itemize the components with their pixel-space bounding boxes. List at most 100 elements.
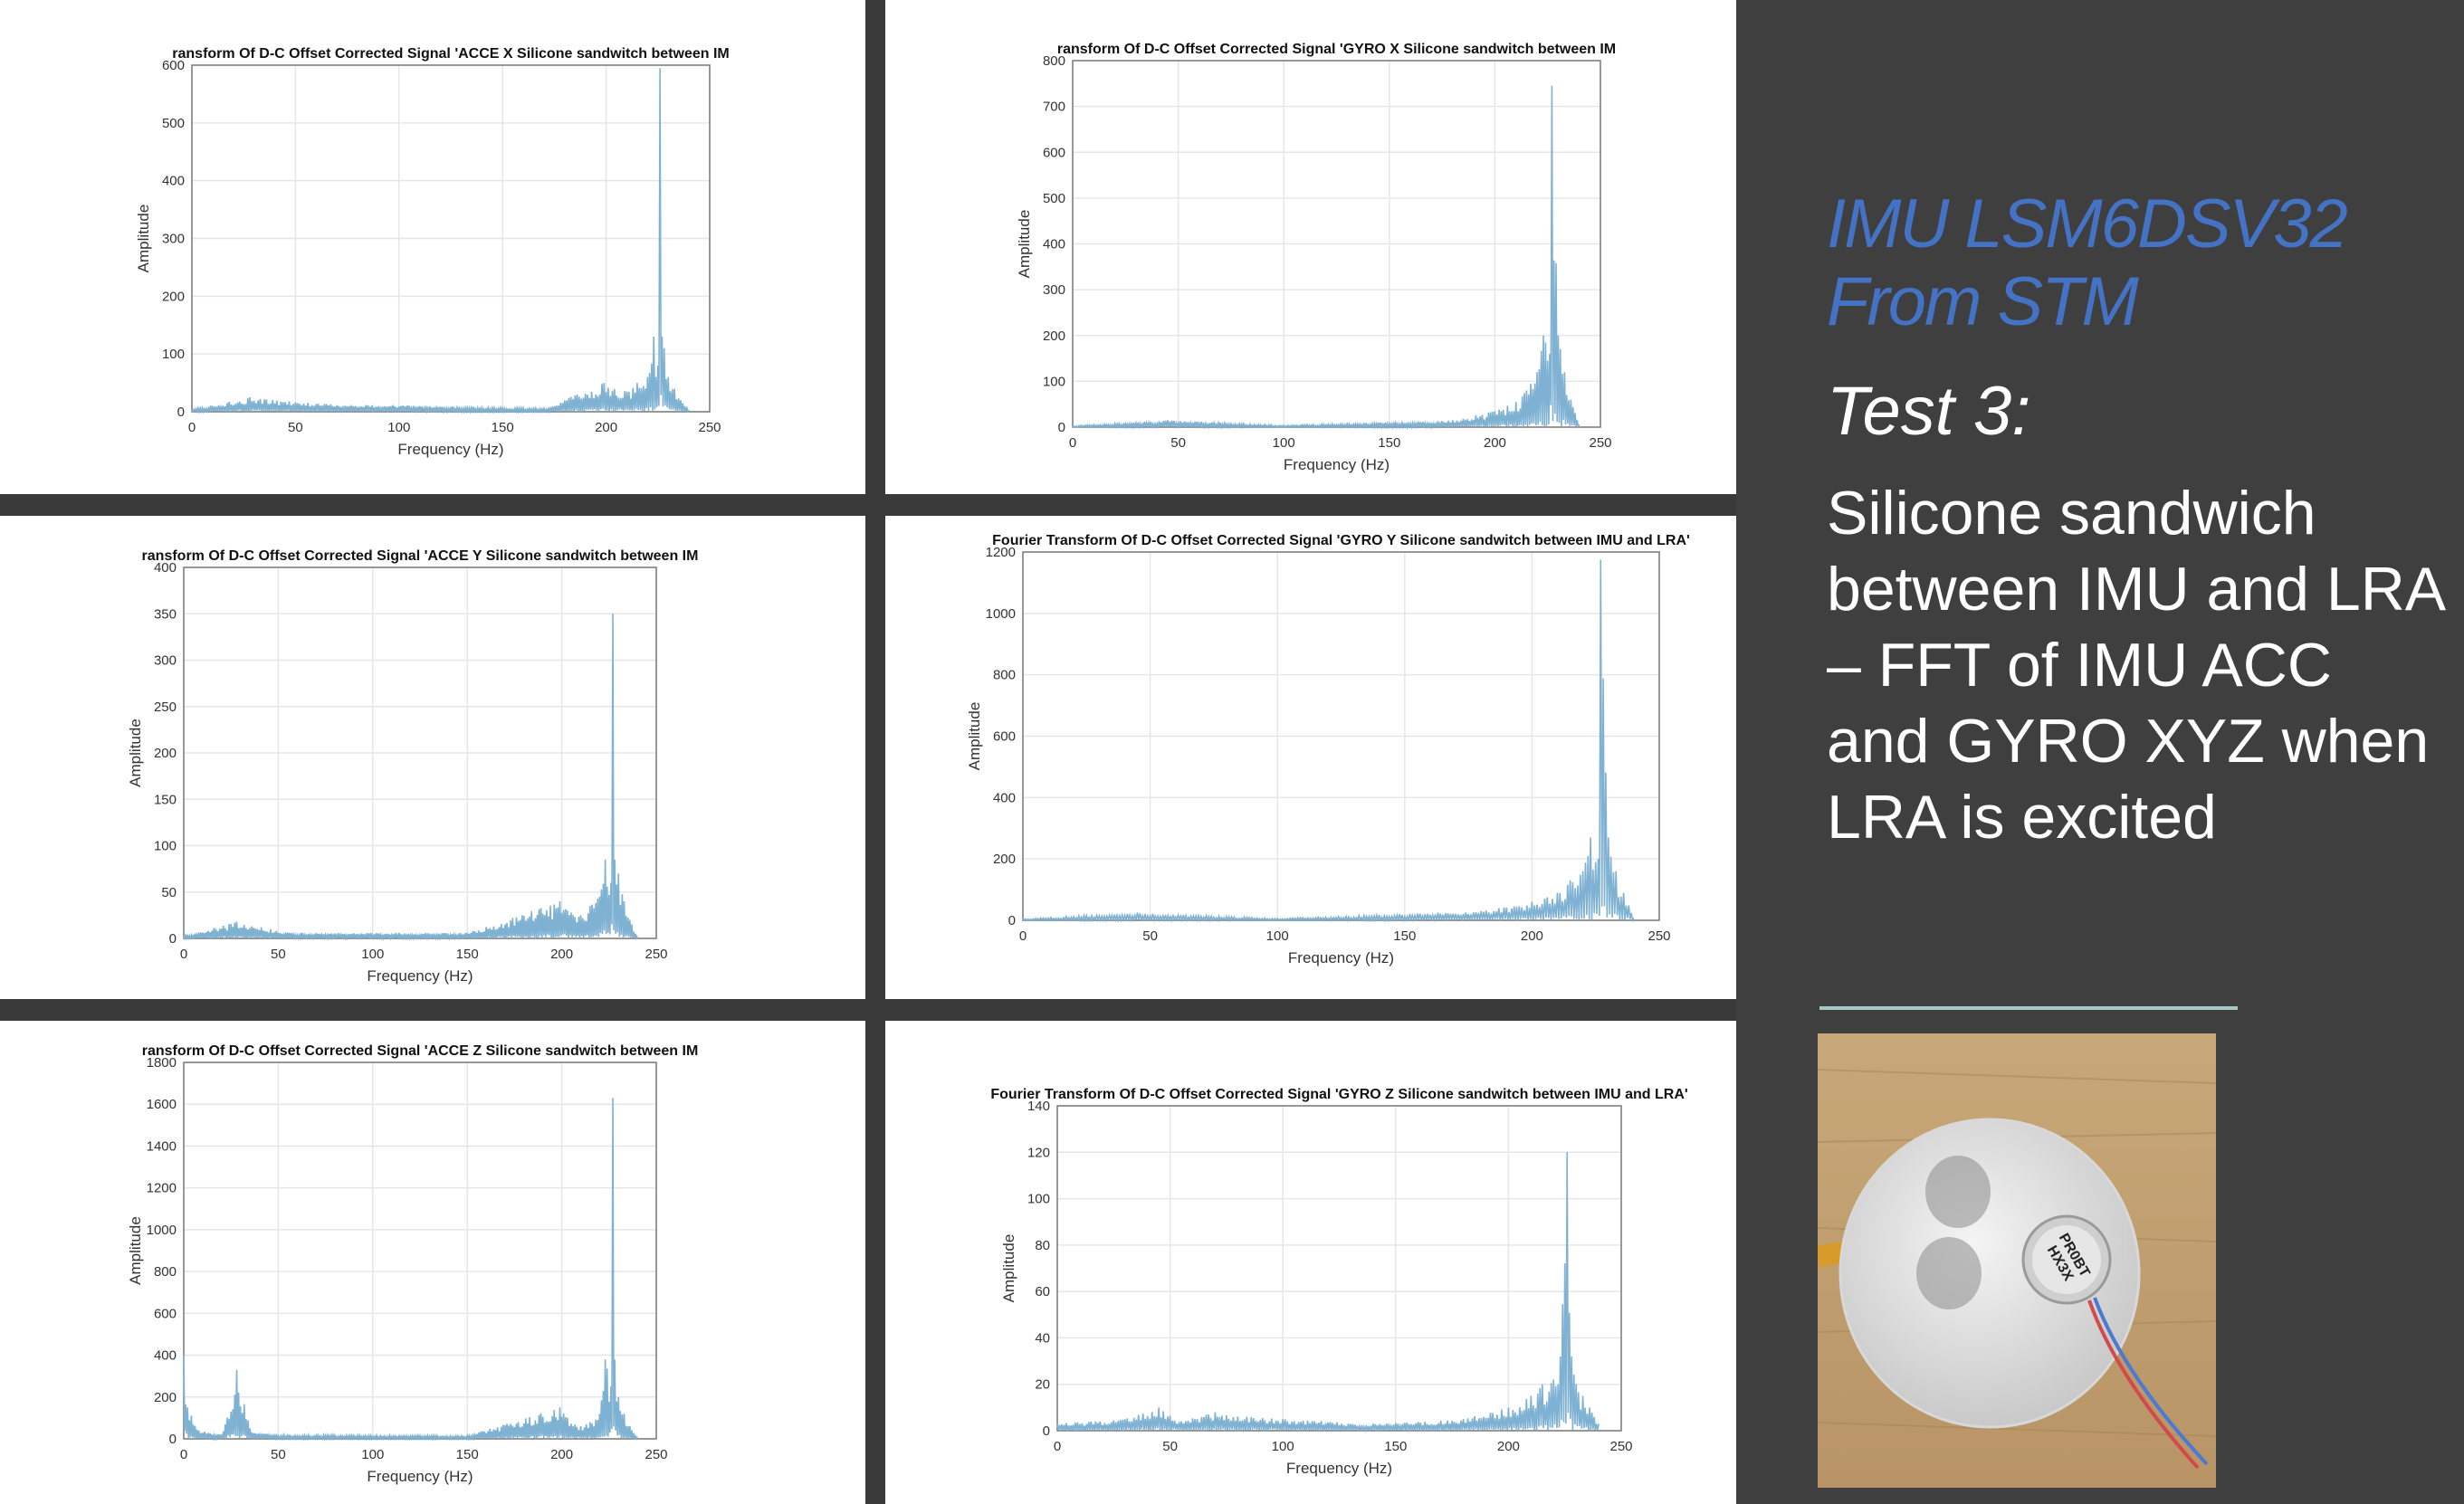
x-tick-label: 250 [698,420,721,435]
x-tick-label: 150 [1384,1439,1407,1454]
y-tick-label: 0 [169,1432,177,1447]
spectrum-line [1056,1152,1600,1433]
y-tick-label: 1800 [147,1055,177,1071]
y-tick-label: 0 [177,405,185,420]
spectrum-line [183,614,638,942]
spectrum-line [1022,559,1635,923]
slide-text-panel: IMU LSM6DSV32 From STM Test 3: Silicone … [1736,0,2464,1504]
x-tick-label: 200 [550,947,573,962]
chart-panel-gyro-x: 0 50 100 150 200 250 0 100 200 300 400 500 600 700 800… [885,0,1736,494]
y-tick-label: 500 [1043,191,1065,206]
x-tick-label: 100 [387,420,410,435]
y-tick-label: 600 [154,1306,177,1321]
y-tick-label: 50 [161,885,177,900]
x-tick-label: 100 [1273,435,1295,451]
divider-line [1819,1006,2238,1010]
chart-panel-acce-y: 0 50 100 150 200 250 0 50 100 150 200 250 300 350 400 F… [0,516,865,999]
y-tick-label: 1200 [147,1181,177,1196]
heading-line-2: From STM [1827,263,2139,340]
y-tick-label: 600 [993,729,1016,745]
x-tick-label: 0 [188,420,196,435]
y-tick-label: 800 [154,1264,177,1280]
y-tick-label: 1000 [147,1223,177,1238]
y-tick-label: 100 [1027,1192,1050,1207]
y-tick-label: 1400 [147,1138,177,1154]
plot-frame [1056,1105,1622,1432]
heading-line-1: IMU LSM6DSV32 [1827,186,2348,262]
y-axis-label: Amplitude [1016,210,1033,279]
plot-frame [1022,551,1660,921]
x-tick-label: 200 [550,1447,573,1462]
x-axis-label: Frequency (Hz) [397,441,503,458]
plot-frame [183,566,657,939]
y-tick-label: 200 [162,289,185,304]
y-tick-label: 400 [162,174,185,189]
y-tick-label: 100 [1043,374,1065,389]
x-axis-label: Frequency (Hz) [367,1468,473,1485]
x-tick-label: 150 [456,1447,479,1462]
spectrum-line [191,68,690,415]
test-label: Test 3: [1827,373,2031,450]
x-tick-label: 150 [1378,435,1400,451]
y-tick-label: 300 [1043,282,1065,298]
spectrum-line [1072,85,1581,431]
y-tick-label: 600 [162,58,185,73]
plot-frame [191,64,711,413]
fft-chart-acce-x: 0 50 100 150 200 250 0 100 200 300 400 500 600 Freque… [135,46,730,458]
y-axis-label: Amplitude [135,205,152,273]
y-axis-label: Amplitude [1000,1234,1017,1303]
x-tick-label: 150 [1393,928,1416,944]
chart-panel-gyro-y: 0 50 100 150 200 250 0 200 400 600 800 1000 1200 Freq… [885,516,1736,999]
y-tick-label: 0 [1043,1423,1050,1439]
y-axis-label: Amplitude [127,1216,144,1285]
x-tick-label: 200 [1484,435,1506,451]
x-axis-label: Frequency (Hz) [1286,1460,1392,1477]
chart-panel-gyro-z: 0 50 100 150 200 250 0 20 40 60 80 100 120 140 Frequen… [885,1021,1736,1504]
y-tick-label: 200 [154,1390,177,1405]
y-tick-label: 400 [993,790,1016,805]
x-tick-label: 0 [1019,928,1027,944]
y-tick-label: 500 [162,116,185,131]
y-tick-label: 800 [993,668,1016,683]
x-tick-label: 50 [288,420,303,435]
plot-frame [183,1061,657,1440]
x-tick-label: 100 [1272,1439,1294,1454]
x-tick-label: 50 [271,1447,286,1462]
y-tick-label: 200 [154,746,177,761]
x-axis-label: Frequency (Hz) [1284,456,1390,473]
test-description: Silicone sandwich between IMU and LRA – … [1827,479,2443,852]
fft-chart-gyro-y: 0 50 100 150 200 250 0 200 400 600 800 1000 1200 Freq… [966,533,1690,966]
y-tick-label: 60 [1035,1284,1050,1299]
y-tick-label: 40 [1035,1330,1050,1346]
chart-panel-acce-x: 0 50 100 150 200 250 0 100 200 300 400 500 600 Freque… [0,0,865,494]
fft-chart-gyro-x: 0 50 100 150 200 250 0 100 200 300 400 500 600 700 800… [1016,42,1616,473]
x-tick-label: 50 [1142,928,1158,944]
chart-title: Fourier Transform Of D-C Offset Correcte… [990,1087,1687,1102]
y-tick-label: 0 [1008,913,1016,928]
y-tick-label: 0 [1058,420,1065,435]
x-axis-label: Frequency (Hz) [1288,949,1394,966]
x-axis-label: Frequency (Hz) [367,967,473,985]
chart-title: ransform Of D-C Offset Corrected Signal … [142,548,699,564]
chart-panel-acce-z: 0 50 100 150 200 250 0 200 400 600 800 1000 1200 1400… [0,1021,865,1504]
y-tick-label: 20 [1035,1377,1050,1393]
x-tick-label: 250 [1589,435,1611,451]
x-tick-label: 200 [595,420,617,435]
device-photo: PR0BT HX3X [1818,1033,2216,1488]
fft-chart-gyro-z: 0 50 100 150 200 250 0 20 40 60 80 100 120 140 Frequen… [990,1087,1687,1477]
x-tick-label: 0 [1069,435,1076,451]
y-tick-label: 120 [1027,1145,1050,1160]
x-tick-label: 250 [1609,1439,1632,1454]
chart-title: ransform Of D-C Offset Corrected Signal … [172,46,729,62]
x-tick-label: 0 [180,947,187,962]
x-tick-label: 150 [456,947,479,962]
chart-title: ransform Of D-C Offset Corrected Signal … [142,1043,699,1059]
spectrum-line [183,1098,638,1442]
y-tick-label: 400 [154,1348,177,1364]
x-tick-label: 100 [361,1447,384,1462]
x-tick-label: 50 [1170,435,1186,451]
y-tick-label: 80 [1035,1238,1050,1253]
y-tick-label: 100 [162,347,185,362]
y-tick-label: 600 [1043,145,1065,160]
y-tick-label: 300 [154,653,177,669]
